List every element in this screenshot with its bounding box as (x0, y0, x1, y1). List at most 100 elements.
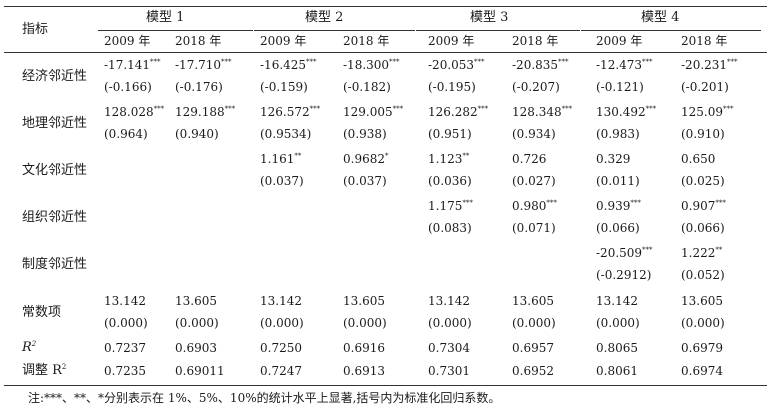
significance-stars: *** (153, 105, 165, 113)
coefficient-value: -20.231*** (681, 58, 738, 72)
model-header: 模型 3 (470, 10, 509, 25)
coefficient-value: 13.605 (512, 294, 554, 308)
adj-r2-superscript: 2 (61, 363, 67, 371)
r2-value: 0.6903 (175, 341, 217, 355)
year-header: 2018 年 (175, 34, 222, 48)
coefficient-value: 0.329 (596, 152, 630, 166)
adj-r2-value: 0.69011 (175, 364, 225, 378)
significance-stars: *** (727, 58, 738, 66)
coefficient-number: 13.605 (175, 294, 217, 308)
significance-stars: *** (558, 58, 569, 66)
coefficient-number: 0.329 (596, 152, 631, 166)
coefficient-number: -20.231 (681, 58, 728, 72)
coefficient-number: 0.9682 (343, 152, 385, 166)
coefficient-value: 129.188*** (175, 105, 235, 119)
adj-r2-value: 0.8061 (596, 364, 638, 378)
significance-stars: *** (392, 105, 404, 113)
year-header: 2009 年 (104, 34, 151, 48)
model-rule (416, 30, 580, 31)
coefficient-value: 130.492*** (596, 105, 656, 119)
standardized-coefficient: (0.000) (104, 316, 148, 330)
standardized-coefficient: (0.000) (681, 316, 725, 330)
year-header: 2009 年 (260, 34, 307, 48)
significance-stars: * (385, 152, 389, 160)
coefficient-number: -12.473 (596, 58, 643, 72)
significance-stars: *** (561, 105, 573, 113)
model-rule (98, 30, 253, 31)
coefficient-value: 13.605 (175, 294, 217, 308)
significance-stars: *** (715, 199, 726, 207)
top-rule (4, 6, 767, 7)
model-rule (254, 30, 415, 31)
model-rule (581, 30, 761, 31)
r2-value: 0.7250 (260, 341, 302, 355)
adj-r2-value: 0.7301 (428, 364, 470, 378)
coefficient-number: 128.348 (512, 105, 562, 119)
coefficient-value: 13.605 (681, 294, 723, 308)
coefficient-value: -17.141*** (104, 58, 161, 72)
coefficient-number: 125.09 (681, 105, 723, 119)
coefficient-number: 13.142 (596, 294, 638, 308)
coefficient-number: 126.572 (260, 105, 310, 119)
coefficient-value: 0.726 (512, 152, 546, 166)
significance-stars: *** (546, 199, 557, 207)
standardized-coefficient: (-0.201) (681, 80, 729, 94)
coefficient-value: 13.605 (343, 294, 385, 308)
row-label: 文化邻近性 (22, 163, 88, 178)
standardized-coefficient: (0.951) (428, 127, 472, 141)
standardized-coefficient: (-0.176) (175, 80, 223, 94)
standardized-coefficient: (0.000) (512, 316, 556, 330)
coefficient-value: -17.710*** (175, 58, 232, 72)
r2-label-text: R (22, 340, 32, 355)
significance-stars: *** (224, 105, 236, 113)
standardized-coefficient: (-0.182) (343, 80, 391, 94)
adj-r2-value: 0.7235 (104, 364, 146, 378)
coefficient-number: 1.175 (428, 199, 463, 213)
indicator-header: 指标 (22, 22, 49, 37)
r2-value: 0.7237 (104, 341, 146, 355)
coefficient-number: 13.142 (260, 294, 302, 308)
coefficient-number: -18.300 (343, 58, 390, 72)
coefficient-number: 126.282 (428, 105, 478, 119)
standardized-coefficient: (0.036) (428, 174, 472, 188)
r2-value: 0.6916 (343, 341, 385, 355)
coefficient-number: 130.492 (596, 105, 646, 119)
coefficient-number: 13.142 (428, 294, 470, 308)
model-header: 模型 1 (146, 10, 185, 25)
model-header: 模型 2 (305, 10, 344, 25)
coefficient-value: -18.300*** (343, 58, 400, 72)
adj-r2-value: 0.6974 (681, 364, 723, 378)
row-label: 制度邻近性 (22, 257, 88, 272)
standardized-coefficient: (-0.195) (428, 80, 476, 94)
significance-stars: ** (715, 246, 723, 254)
coefficient-number: 13.605 (512, 294, 554, 308)
coefficient-number: -20.509 (596, 246, 643, 260)
r2-value: 0.7304 (428, 341, 470, 355)
coefficient-number: -17.141 (104, 58, 151, 72)
standardized-coefficient: (0.037) (343, 174, 387, 188)
coefficient-value: -20.053*** (428, 58, 485, 72)
significance-stars: *** (474, 58, 485, 66)
coefficient-value: 125.09*** (681, 105, 734, 119)
standardized-coefficient: (0.066) (681, 221, 725, 235)
year-header: 2009 年 (596, 34, 643, 48)
coefficient-value: 13.142 (104, 294, 146, 308)
standardized-coefficient: (0.066) (596, 221, 640, 235)
coefficient-value: 0.907*** (681, 199, 726, 213)
coefficient-number: -20.835 (512, 58, 559, 72)
standardized-coefficient: (-0.121) (596, 80, 644, 94)
bottom-rule (4, 385, 767, 386)
standardized-coefficient: (0.964) (104, 127, 148, 141)
table-note: 注:***、**、*分别表示在 1%、5%、10%的统计水平上显著,括号内为标准… (28, 391, 501, 405)
significance-stars: *** (306, 58, 317, 66)
significance-stars: ** (462, 152, 470, 160)
coefficient-value: 1.222** (681, 246, 722, 260)
coefficient-number: -16.425 (260, 58, 307, 72)
coefficient-value: 1.161** (260, 152, 301, 166)
coefficient-number: 0.907 (681, 199, 716, 213)
coefficient-number: 129.005 (343, 105, 393, 119)
r2-label: R2 (22, 341, 36, 355)
coefficient-value: -12.473*** (596, 58, 653, 72)
significance-stars: *** (642, 246, 653, 254)
